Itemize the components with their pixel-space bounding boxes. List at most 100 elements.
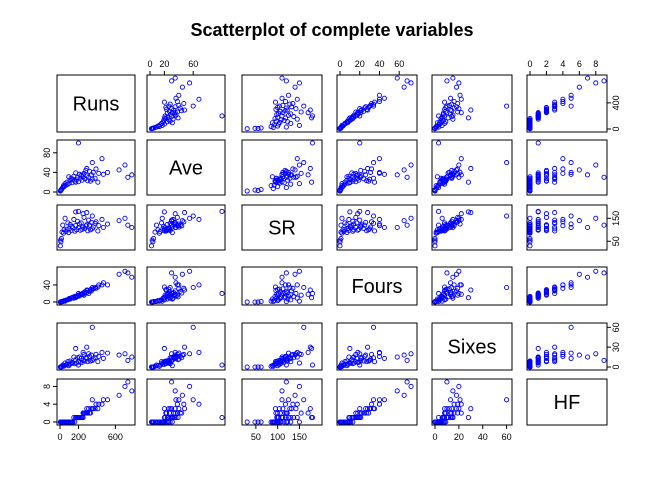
point-hf-sr-16 xyxy=(293,406,299,412)
point-sr-fours-20 xyxy=(361,225,367,231)
point-sr-runs-42 xyxy=(62,215,68,221)
point-ave-runs-50 xyxy=(57,188,63,194)
point-ave-hf-0 xyxy=(585,172,591,178)
panel-frame-fours-hf xyxy=(526,266,608,306)
point-sr-ave-9 xyxy=(181,219,187,225)
point-fours-sixes-21 xyxy=(455,292,461,298)
point-sixes-fours-54 xyxy=(347,345,353,352)
point-sixes-hf-4 xyxy=(568,350,574,356)
point-fours-sixes-2 xyxy=(453,271,460,277)
panel-frame-fours-fours xyxy=(336,266,418,306)
point-ave-runs-5 xyxy=(100,171,106,177)
point-ave-hf-16 xyxy=(552,174,558,180)
top-tick-label-hf-1: 2 xyxy=(544,59,549,69)
point-sixes-hf-52 xyxy=(543,349,549,356)
point-sr-hf-55 xyxy=(568,213,574,219)
point-runs-sr-45 xyxy=(283,124,289,130)
point-sr-fours-13 xyxy=(363,219,369,226)
point-sr-hf-32 xyxy=(535,216,541,223)
point-hf-sixes-51 xyxy=(436,415,442,421)
panel-frame-runs-hf xyxy=(526,74,608,133)
point-runs-sr-5 xyxy=(279,95,285,101)
point-runs-ave-28 xyxy=(169,114,175,120)
point-ave-sixes-42 xyxy=(439,181,445,187)
point-sr-hf-9 xyxy=(560,219,566,225)
point-fours-hf-2 xyxy=(576,271,582,277)
point-sr-runs-14 xyxy=(87,227,94,233)
point-sixes-sr-53 xyxy=(307,344,313,350)
point-sr-sixes-53 xyxy=(468,210,474,216)
point-runs-sixes-2 xyxy=(453,84,460,90)
point-ave-fours-2 xyxy=(401,167,407,173)
point-fours-hf-0 xyxy=(585,274,591,280)
point-ave-hf-5 xyxy=(568,171,574,177)
point-hf-ave-0 xyxy=(172,388,178,394)
point-ave-fours-30 xyxy=(349,170,355,176)
point-runs-sr-3 xyxy=(283,78,289,84)
panel-frame-runs-ave xyxy=(146,74,226,133)
point-runs-sr-33 xyxy=(278,117,284,123)
point-ave-sr-16 xyxy=(293,174,299,180)
point-ave-fours-7 xyxy=(376,170,383,176)
right-tick-label-sixes-2: 60 xyxy=(611,322,621,332)
point-runs-ave-53 xyxy=(182,107,188,113)
point-fours-runs-0 xyxy=(129,274,135,280)
point-hf-sr-3 xyxy=(283,379,289,385)
point-ave-sixes-52 xyxy=(458,172,464,178)
point-runs-sixes-55 xyxy=(504,103,510,109)
point-fours-sr-47 xyxy=(258,299,264,305)
point-hf-runs-50 xyxy=(57,419,63,425)
right-tick-label-sr-1: 150 xyxy=(611,211,621,226)
point-hf-sr-50 xyxy=(244,419,250,425)
variable-label-fours: Fours xyxy=(351,276,402,298)
point-fours-sr-2 xyxy=(292,271,298,277)
point-hf-ave-1 xyxy=(187,383,193,389)
point-sr-hf-20 xyxy=(543,225,549,231)
point-sixes-sr-49 xyxy=(255,364,261,370)
point-sr-fours-54 xyxy=(347,209,353,215)
point-sr-sixes-42 xyxy=(439,215,445,221)
point-ave-sr-36 xyxy=(285,177,291,183)
point-fours-sixes-32 xyxy=(450,295,456,301)
point-runs-ave-3 xyxy=(169,78,175,84)
point-sixes-runs-54 xyxy=(73,345,79,352)
point-hf-sr-0 xyxy=(279,388,285,394)
bottom-tick-label-runs-1: 200 xyxy=(71,432,86,442)
point-runs-ave-51 xyxy=(219,113,225,119)
left-tick-label-hf-1: 4 xyxy=(42,402,52,407)
point-runs-sr-43 xyxy=(275,123,281,129)
point-ave-sixes-53 xyxy=(468,165,474,172)
point-sr-sixes-15 xyxy=(451,222,457,228)
point-hf-sr-6 xyxy=(294,401,300,407)
point-runs-fours-7 xyxy=(376,98,383,105)
point-fours-ave-0 xyxy=(172,274,178,280)
point-fours-ave-51 xyxy=(219,290,225,297)
point-sixes-runs-17 xyxy=(85,359,91,365)
point-runs-sixes-12 xyxy=(444,103,450,109)
point-sr-runs-39 xyxy=(65,220,71,226)
point-ave-sixes-55 xyxy=(504,160,510,166)
point-sixes-fours-50 xyxy=(337,364,343,370)
point-sixes-runs-32 xyxy=(71,354,77,360)
point-ave-runs-6 xyxy=(99,156,105,162)
point-sr-runs-19 xyxy=(83,223,89,229)
point-sixes-sr-28 xyxy=(291,355,297,361)
point-sixes-hf-1 xyxy=(593,351,599,357)
point-ave-runs-55 xyxy=(89,160,95,166)
point-sr-runs-4 xyxy=(104,221,111,227)
point-runs-fours-52 xyxy=(355,110,361,116)
point-sixes-fours-53 xyxy=(365,344,371,350)
point-runs-sr-0 xyxy=(279,75,285,81)
top-tick-label-ave-2: 60 xyxy=(188,59,198,69)
point-hf-sixes-2 xyxy=(453,392,460,398)
point-runs-hf-54 xyxy=(535,115,541,121)
point-hf-ave-9 xyxy=(181,401,187,407)
point-sr-hf-4 xyxy=(568,221,574,227)
point-sr-fours-32 xyxy=(346,216,352,223)
point-runs-sixes-5 xyxy=(447,95,454,101)
point-ave-runs-38 xyxy=(66,174,72,180)
point-sr-hf-13 xyxy=(552,219,558,226)
point-fours-ave-6 xyxy=(196,282,202,288)
point-hf-sr-32 xyxy=(294,415,300,421)
point-sr-hf-19 xyxy=(543,223,549,229)
